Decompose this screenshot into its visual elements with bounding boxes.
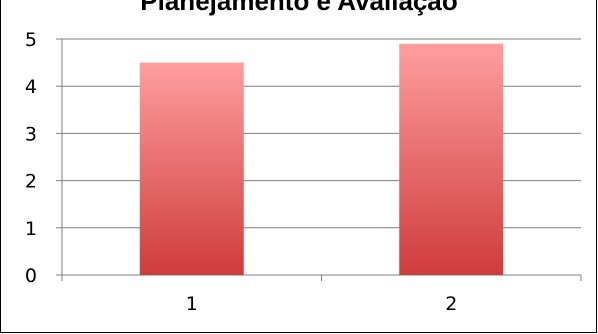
- y-tick-label: 2: [25, 171, 37, 193]
- y-tick-label: 3: [25, 123, 37, 145]
- y-tick-label: 1: [25, 218, 37, 240]
- y-tick-labels: 0 1 2 3 4 5: [25, 29, 37, 287]
- bars: [139, 43, 504, 275]
- bar: [399, 43, 504, 275]
- x-tick-label: 1: [186, 293, 198, 315]
- bar: [139, 62, 244, 275]
- y-tick-label: 5: [25, 29, 37, 51]
- chart-title: Planejamento e Avaliação: [140, 0, 458, 16]
- x-tick-label: 2: [445, 293, 457, 315]
- y-tick-label: 4: [25, 76, 37, 98]
- y-tick-label: 0: [25, 265, 37, 287]
